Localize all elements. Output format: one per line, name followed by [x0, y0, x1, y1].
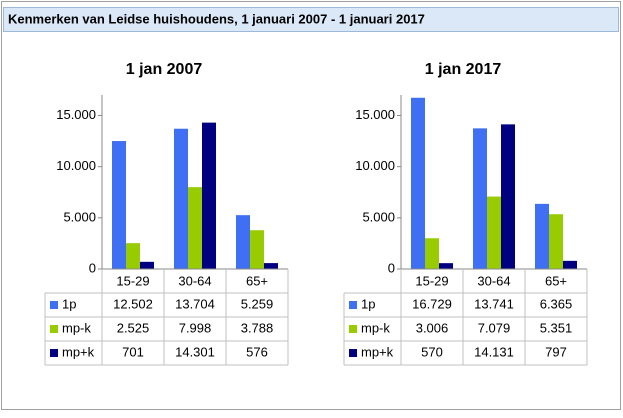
x-tick-label: 15-29 [116, 273, 149, 288]
bar [174, 128, 188, 269]
y-tick-label: 15.000 [56, 107, 96, 122]
x-tick-label: 30-64 [178, 273, 211, 288]
table-value: 14.131 [474, 344, 514, 359]
legend-swatch [50, 301, 58, 309]
bar [126, 243, 140, 269]
table-value: 2.525 [117, 320, 150, 335]
legend-swatch [349, 301, 357, 309]
chart-title: 1 jan 2007 [126, 61, 203, 78]
table-value: 576 [246, 344, 268, 359]
bar [473, 128, 487, 269]
legend-swatch [349, 325, 357, 333]
table-value: 12.502 [113, 296, 153, 311]
title-bar [3, 7, 619, 32]
table-value: 7.079 [478, 320, 511, 335]
bar [188, 187, 202, 269]
bar [487, 196, 501, 269]
table-value: 5.351 [540, 320, 573, 335]
bar [140, 261, 154, 269]
bar [563, 260, 577, 269]
legend-label: 1p [361, 296, 375, 311]
legend-swatch [50, 349, 58, 357]
chart-title: 1 jan 2017 [425, 61, 502, 78]
bar [535, 203, 549, 269]
y-tick-label: 10.000 [355, 158, 395, 173]
bar [264, 263, 278, 269]
bar [236, 215, 250, 269]
bar [112, 141, 126, 269]
table-value: 3.788 [241, 320, 274, 335]
legend-label: mp+k [361, 344, 394, 359]
legend-swatch [349, 349, 357, 357]
x-tick-label: 30-64 [477, 273, 510, 288]
table-value: 13.704 [175, 296, 215, 311]
bar [501, 124, 515, 270]
legend-label: mp+k [62, 344, 95, 359]
x-tick-label: 65+ [246, 273, 268, 288]
bar [549, 214, 563, 269]
y-tick-label: 5.000 [362, 209, 395, 224]
table-value: 5.259 [241, 296, 274, 311]
y-tick-label: 0 [89, 260, 96, 275]
legend-label: mp-k [361, 320, 390, 335]
table-value: 797 [545, 344, 567, 359]
y-tick-label: 5.000 [63, 209, 96, 224]
legend-label: mp-k [62, 320, 91, 335]
legend-label: 1p [62, 296, 76, 311]
y-tick-label: 15.000 [355, 107, 395, 122]
table-value: 13.741 [474, 296, 514, 311]
y-tick-label: 10.000 [56, 158, 96, 173]
frame [1, 1, 621, 410]
table-value: 701 [122, 344, 144, 359]
table-value: 14.301 [175, 344, 215, 359]
table-value: 7.998 [179, 320, 212, 335]
bar [411, 97, 425, 269]
legend-swatch [50, 325, 58, 333]
bar [250, 230, 264, 269]
y-tick-label: 0 [388, 260, 395, 275]
x-tick-label: 65+ [545, 273, 567, 288]
bar [425, 238, 439, 269]
table-value: 16.729 [412, 296, 452, 311]
table-value: 570 [421, 344, 443, 359]
bar [202, 122, 216, 269]
bar [439, 263, 453, 269]
table-value: 3.006 [416, 320, 449, 335]
page-title: Kenmerken van Leidse huishoudens, 1 janu… [8, 11, 425, 26]
table-value: 6.365 [540, 296, 573, 311]
x-tick-label: 15-29 [415, 273, 448, 288]
